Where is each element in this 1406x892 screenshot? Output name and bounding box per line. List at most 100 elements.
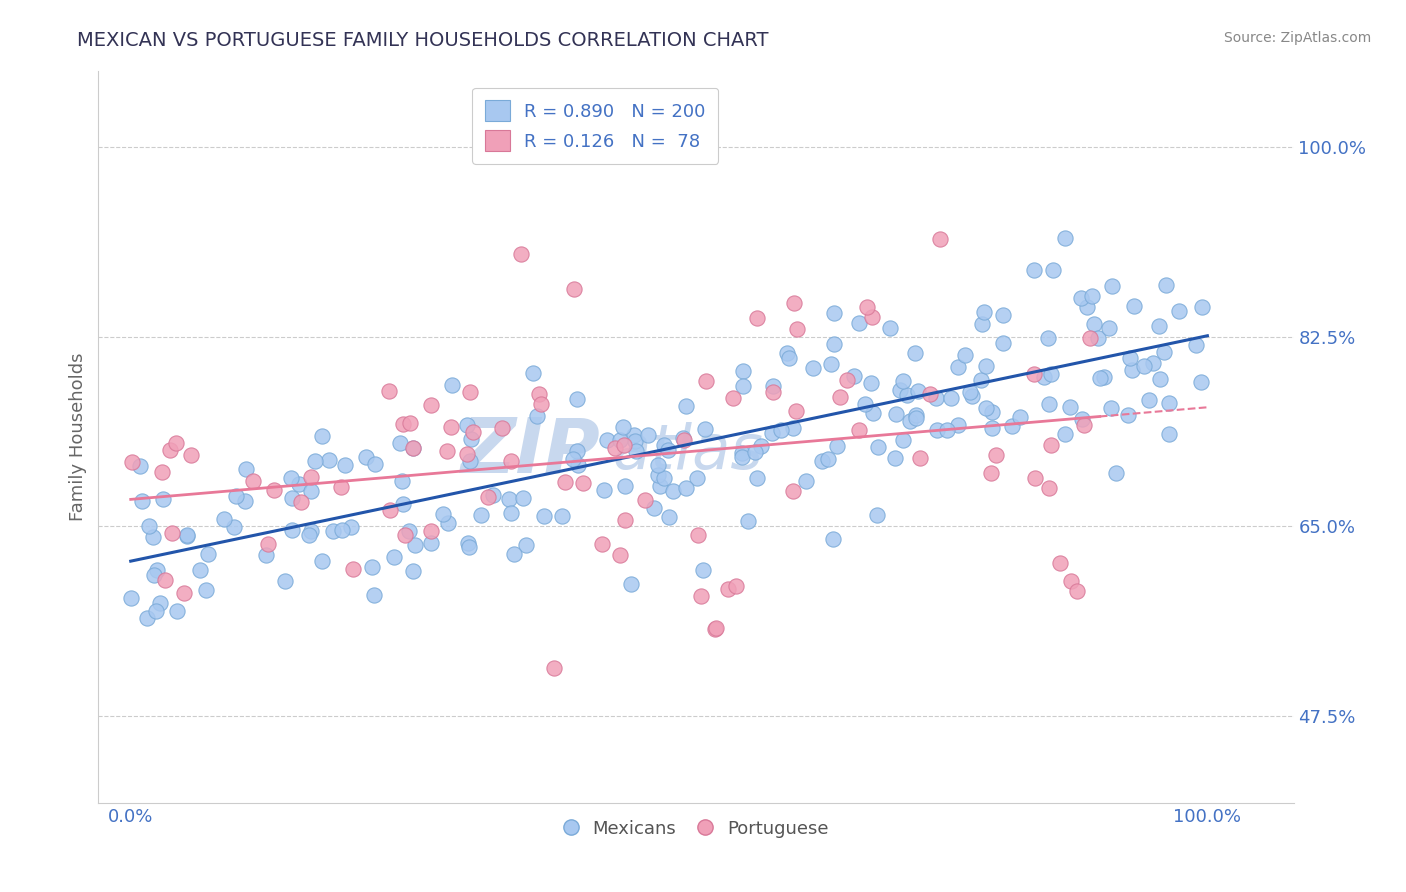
Point [762, 379, 785, 393]
Point [481, 488, 503, 502]
Point [1092, 369, 1115, 384]
Point [980, 421, 1002, 435]
Point [330, 523, 353, 537]
Point [1098, 321, 1121, 335]
Point [273, 574, 295, 588]
Point [823, 336, 845, 351]
Point [862, 406, 884, 420]
Point [378, 384, 401, 398]
Point [896, 388, 918, 402]
Point [675, 399, 697, 413]
Point [502, 547, 524, 561]
Point [689, 589, 711, 603]
Point [565, 392, 588, 406]
Point [311, 429, 333, 443]
Point [160, 525, 183, 540]
Point [657, 443, 679, 458]
Point [280, 471, 302, 485]
Point [551, 509, 574, 524]
Point [672, 431, 695, 445]
Point [233, 493, 256, 508]
Point [498, 491, 520, 506]
Point [394, 528, 416, 542]
Point [593, 483, 616, 497]
Point [363, 588, 385, 602]
Point [1066, 583, 1088, 598]
Point [1105, 466, 1128, 480]
Point [623, 427, 645, 442]
Point [311, 554, 333, 568]
Point [620, 576, 643, 591]
Point [883, 451, 905, 466]
Point [614, 513, 637, 527]
Point [499, 454, 522, 468]
Point [194, 582, 217, 597]
Point [150, 465, 173, 479]
Point [120, 591, 142, 605]
Point [686, 471, 709, 485]
Point [463, 425, 485, 440]
Point [281, 491, 304, 505]
Point [543, 661, 565, 675]
Point [1038, 331, 1060, 345]
Point [242, 474, 264, 488]
Point [180, 448, 202, 462]
Point [886, 407, 908, 421]
Point [1137, 392, 1160, 407]
Point [1040, 438, 1063, 452]
Point [1022, 263, 1045, 277]
Point [614, 479, 637, 493]
Point [1101, 279, 1123, 293]
Point [388, 436, 411, 450]
Point [457, 540, 479, 554]
Point [643, 500, 665, 515]
Point [402, 564, 425, 578]
Point [136, 611, 159, 625]
Point [761, 425, 783, 440]
Point [898, 414, 921, 428]
Point [470, 508, 492, 522]
Point [821, 532, 844, 546]
Point [905, 408, 928, 422]
Point [658, 510, 681, 524]
Point [803, 361, 825, 376]
Point [235, 462, 257, 476]
Point [827, 439, 849, 453]
Point [1054, 427, 1077, 442]
Point [652, 470, 675, 484]
Point [399, 416, 422, 430]
Point [128, 458, 150, 473]
Point [889, 383, 911, 397]
Point [984, 448, 1007, 462]
Point [562, 282, 585, 296]
Point [672, 433, 695, 447]
Point [717, 582, 740, 597]
Point [688, 527, 710, 541]
Point [1133, 359, 1156, 373]
Point [299, 524, 322, 538]
Point [953, 348, 976, 362]
Point [650, 479, 672, 493]
Point [695, 374, 717, 388]
Point [747, 310, 769, 325]
Point [384, 550, 406, 565]
Point [567, 458, 589, 473]
Point [1159, 396, 1181, 410]
Point [342, 562, 364, 576]
Legend: Mexicans, Portuguese: Mexicans, Portuguese [557, 813, 835, 845]
Point [1070, 412, 1092, 426]
Point [1054, 231, 1077, 245]
Point [441, 378, 464, 392]
Point [491, 421, 513, 435]
Point [458, 384, 481, 399]
Text: MEXICAN VS PORTUGUESE FAMILY HOUSEHOLDS CORRELATION CHART: MEXICAN VS PORTUGUESE FAMILY HOUSEHOLDS … [77, 31, 769, 50]
Point [1073, 418, 1095, 433]
Point [860, 310, 883, 325]
Point [554, 475, 576, 490]
Point [820, 357, 842, 371]
Point [891, 374, 914, 388]
Point [811, 454, 834, 468]
Point [1142, 356, 1164, 370]
Point [572, 476, 595, 491]
Point [782, 421, 804, 435]
